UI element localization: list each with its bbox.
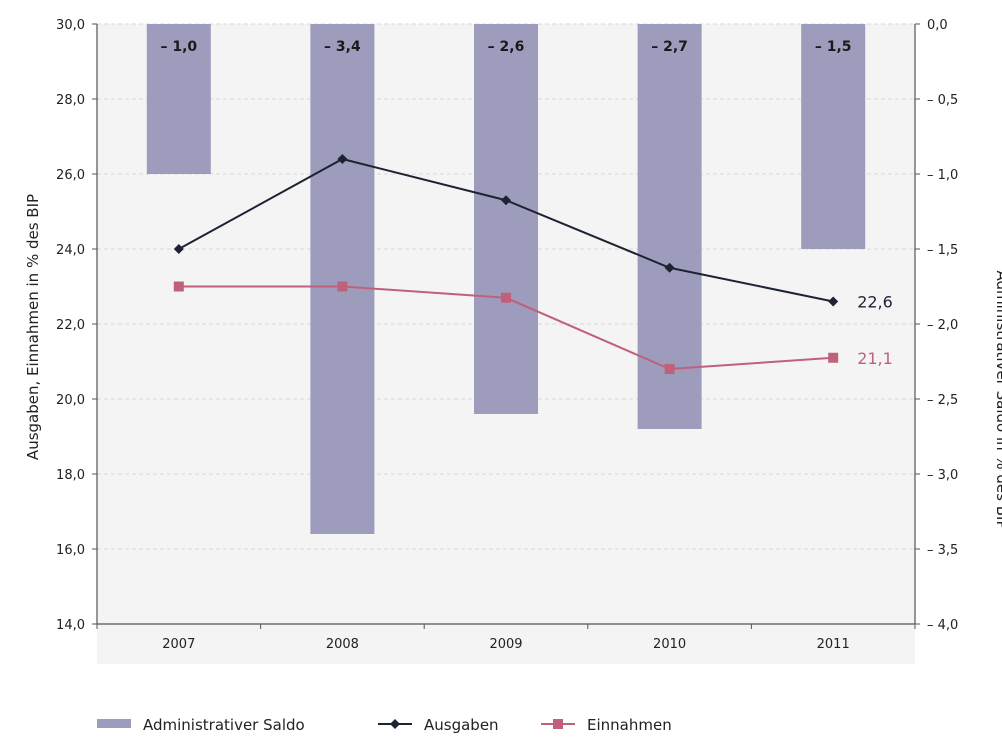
x-tick-label: 2008 — [326, 637, 359, 652]
legend-swatch-bar — [97, 719, 131, 728]
bars: – 1,0 – 3,4 – 2,6 – 2,7 – 1,5 — [146, 24, 866, 534]
left-tick-label: 30,0 — [56, 18, 85, 33]
right-ticks: – 4,0 – 3,5 – 3,0 – 2,5 – 2,0 – 1,5 – 1,0 – 0,5… — [915, 18, 958, 633]
point-marker — [173, 244, 184, 254]
legend-label: Administrativer Saldo — [143, 716, 305, 734]
x-tick-label: 2011 — [817, 637, 850, 652]
bar-label: – 2,6 — [488, 39, 525, 55]
left-tick-label: 22,0 — [56, 318, 85, 333]
bar-label: – 3,4 — [324, 39, 361, 55]
bar — [310, 24, 375, 534]
x-tick-label: 2009 — [489, 637, 522, 652]
legend-marker — [553, 719, 563, 729]
right-tick-label: – 1,0 — [927, 168, 958, 183]
left-tick-label: 24,0 — [56, 243, 85, 258]
right-tick-label: – 4,0 — [927, 618, 958, 633]
bar-label: – 1,0 — [160, 39, 197, 55]
bar-label: – 2,7 — [651, 39, 688, 55]
x-ticks: 2007 2008 2009 2010 2011 — [96, 624, 916, 652]
right-tick-label: – 1,5 — [927, 243, 958, 258]
legend-label: Ausgaben — [424, 716, 499, 734]
legend: Administrativer Saldo Ausgaben Einnahmen — [97, 716, 672, 734]
left-tick-label: 14,0 — [56, 618, 85, 633]
x-tick-label: 2007 — [162, 637, 195, 652]
bar — [801, 24, 866, 249]
point-marker — [828, 296, 839, 307]
bar-label: – 1,5 — [815, 39, 852, 55]
right-tick-label: – 3,0 — [927, 468, 958, 483]
legend-marker — [390, 719, 400, 729]
left-axis-title: Ausgaben, Einnahmen in % des BIP — [24, 194, 42, 460]
point-marker — [828, 352, 839, 363]
left-tick-label: 26,0 — [56, 168, 85, 183]
right-tick-label: 0,0 — [927, 18, 948, 33]
point-marker — [173, 281, 184, 292]
point-marker — [664, 262, 675, 273]
left-tick-label: 28,0 — [56, 93, 85, 108]
right-tick-label: – 2,5 — [927, 393, 958, 408]
bar — [146, 24, 211, 174]
point-marker — [337, 281, 348, 292]
point-marker — [337, 154, 348, 164]
left-tick-label: 16,0 — [56, 543, 85, 558]
bar — [474, 24, 538, 414]
legend-label: Einnahmen — [587, 716, 672, 734]
bar — [637, 24, 702, 429]
left-tick-label: 20,0 — [56, 393, 85, 408]
right-tick-label: – 0,5 — [927, 93, 958, 108]
right-tick-label: – 2,0 — [927, 318, 958, 333]
point-marker — [664, 364, 675, 374]
right-tick-label: – 3,5 — [927, 543, 958, 558]
x-tick-label: 2010 — [653, 637, 686, 652]
left-ticks: 14,0 16,0 18,0 20,0 22,0 24,0 26,0 28,0 30,0 — [56, 18, 97, 633]
point-marker — [501, 292, 511, 303]
right-axis-title: Administrativer Saldo in % des BIP — [993, 270, 1002, 529]
series-end-label: 21,1 — [857, 349, 893, 368]
left-tick-label: 18,0 — [56, 468, 85, 483]
point-marker — [501, 195, 511, 206]
lines: 22,6 21,1 — [173, 154, 893, 374]
series-end-label: 22,6 — [857, 293, 893, 312]
